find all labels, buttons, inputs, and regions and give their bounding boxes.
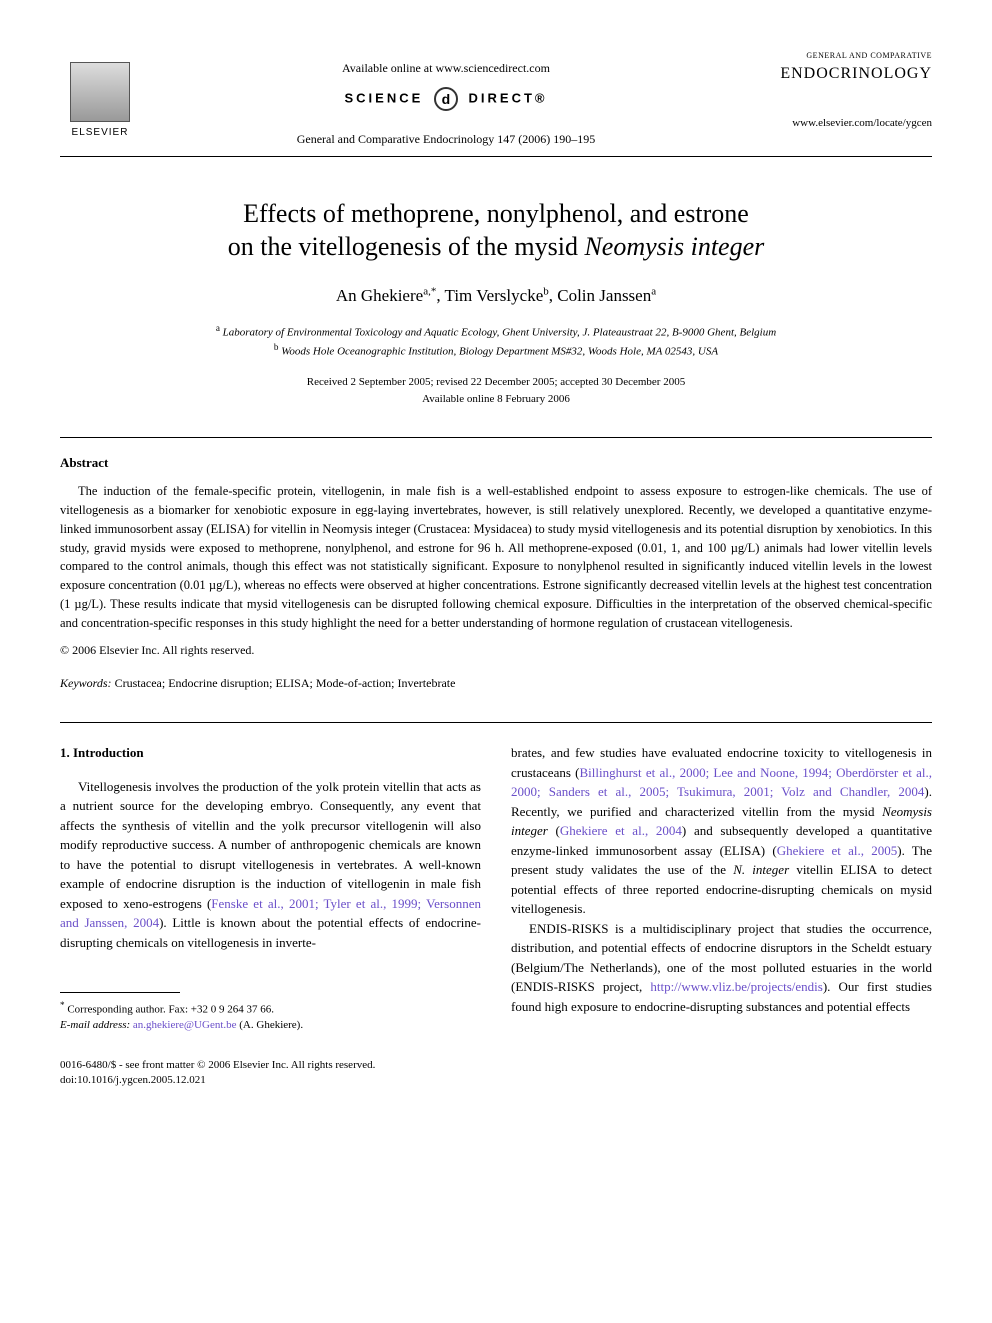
footnotes: * Corresponding author. Fax: +32 0 9 264…: [60, 999, 481, 1033]
journal-brand: GENERAL AND COMPARATIVE ENDOCRINOLOGY ww…: [752, 50, 932, 131]
page-container: ELSEVIER Available online at www.science…: [0, 0, 992, 1128]
email-label: E-mail address:: [60, 1019, 130, 1031]
journal-url: www.elsevier.com/locate/ygcen: [752, 116, 932, 131]
affiliation-b: Woods Hole Oceanographic Institution, Bi…: [281, 346, 718, 358]
col2-ref2[interactable]: Ghekiere et al., 2004: [560, 823, 682, 838]
corresponding-author-footnote: * Corresponding author. Fax: +32 0 9 264…: [60, 999, 481, 1018]
email-who: (A. Ghekiere).: [237, 1019, 304, 1031]
email-address[interactable]: an.ghekiere@UGent.be: [130, 1019, 236, 1031]
affiliations: a Laboratory of Environmental Toxicology…: [60, 322, 932, 360]
title-line1: Effects of methoprene, nonylphenol, and …: [243, 199, 749, 228]
title-species: Neomysis integer: [584, 232, 764, 261]
col2-species-2: N. integer: [733, 862, 789, 877]
keywords-label: Keywords:: [60, 676, 112, 690]
author-3-sup: a: [651, 286, 656, 298]
author-1: An Ghekiere: [336, 286, 423, 305]
keywords-text: Crustacea; Endocrine disruption; ELISA; …: [112, 676, 456, 690]
article-title: Effects of methoprene, nonylphenol, and …: [100, 197, 892, 265]
affiliation-a: Laboratory of Environmental Toxicology a…: [223, 327, 777, 339]
abstract-heading: Abstract: [60, 454, 932, 472]
keywords: Keywords: Crustacea; Endocrine disruptio…: [60, 675, 932, 692]
author-2-sup: b: [543, 286, 549, 298]
sciencedirect-logo: SCIENCE d DIRECT®: [140, 87, 752, 111]
column-left: 1. Introduction Vitellogenesis involves …: [60, 743, 481, 1033]
title-line2-pre: on the vitellogenesis of the mysid: [228, 232, 585, 261]
col1-p1-a: Vitellogenesis involves the production o…: [60, 779, 481, 911]
author-3: Colin Janssen: [557, 286, 651, 305]
available-online-text: Available online at www.sciencedirect.co…: [140, 60, 752, 77]
footer-line1: 0016-6480/$ - see front matter © 2006 El…: [60, 1058, 932, 1073]
col2-ref3[interactable]: Ghekiere et al., 2005: [777, 843, 898, 858]
col2-url[interactable]: http://www.vliz.be/projects/endis: [650, 979, 822, 994]
abstract-top-rule: [60, 437, 932, 438]
column-right: brates, and few studies have evaluated e…: [511, 743, 932, 1033]
elsevier-label: ELSEVIER: [72, 126, 129, 140]
authors: An Ghekierea,*, Tim Verslyckeb, Colin Ja…: [60, 284, 932, 308]
elsevier-logo: ELSEVIER: [60, 50, 140, 140]
author-1-sup: a,*: [423, 286, 436, 298]
copyright-line: © 2006 Elsevier Inc. All rights reserved…: [60, 642, 932, 659]
body-columns: 1. Introduction Vitellogenesis involves …: [60, 743, 932, 1033]
sciencedirect-right: DIRECT®: [469, 90, 548, 105]
col2-para1: brates, and few studies have evaluated e…: [511, 743, 932, 919]
sciencedirect-at-icon: d: [434, 87, 458, 111]
journal-reference: General and Comparative Endocrinology 14…: [140, 131, 752, 148]
author-2: Tim Verslycke: [445, 286, 544, 305]
article-dates: Received 2 September 2005; revised 22 De…: [60, 374, 932, 407]
email-footnote: E-mail address: an.ghekiere@UGent.be (A.…: [60, 1018, 481, 1033]
dates-online: Available online 8 February 2006: [422, 393, 570, 405]
footer-line2: doi:10.1016/j.ygcen.2005.12.021: [60, 1073, 932, 1088]
elsevier-tree-icon: [70, 62, 130, 122]
abstract-text: The induction of the female-specific pro…: [60, 482, 932, 632]
dates-received: Received 2 September 2005; revised 22 De…: [307, 376, 685, 388]
footnote-separator: [60, 992, 180, 993]
sciencedirect-left: SCIENCE: [344, 90, 423, 105]
center-header: Available online at www.sciencedirect.co…: [140, 50, 752, 148]
col2-para2: ENDIS-RISKS is a multidisciplinary proje…: [511, 919, 932, 1017]
journal-brand-large: ENDOCRINOLOGY: [752, 63, 932, 85]
footer-meta: 0016-6480/$ - see front matter © 2006 El…: [60, 1058, 932, 1089]
corr-text: Corresponding author. Fax: +32 0 9 264 3…: [65, 1004, 274, 1016]
header-row: ELSEVIER Available online at www.science…: [60, 50, 932, 148]
header-rule: [60, 156, 932, 157]
col1-para1: Vitellogenesis involves the production o…: [60, 777, 481, 953]
abstract-bottom-rule: [60, 722, 932, 723]
intro-heading: 1. Introduction: [60, 743, 481, 763]
journal-brand-small: GENERAL AND COMPARATIVE: [752, 50, 932, 61]
